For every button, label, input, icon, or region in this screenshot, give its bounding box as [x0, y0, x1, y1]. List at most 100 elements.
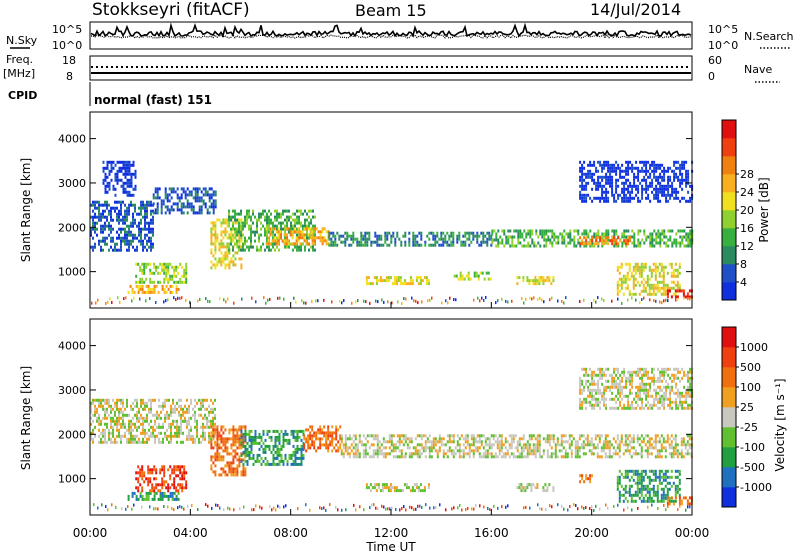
power-y-label: Slant Range [km]: [19, 158, 33, 262]
echo-region-4: [135, 262, 188, 284]
velocity-colorbar-tick-label-1: 500: [740, 361, 761, 374]
velocity-colorbar-tick-label-5: -100: [740, 441, 765, 454]
echo-region-5: [127, 491, 180, 501]
velocity-colorbar-tick-label-7: -1000: [740, 481, 772, 494]
echo-region-1: [210, 425, 247, 477]
velocity-y-label: Slant Range [km]: [19, 366, 33, 470]
freq-tick-bottom: 8: [66, 70, 73, 83]
near-range-echoes: [93, 503, 691, 512]
power-echoes: [90, 160, 694, 305]
velocity-colorbar-segment-5: [722, 387, 736, 408]
y-tick-label-4000: 4000: [58, 133, 86, 146]
velocity-colorbar-label: Velocity [m s⁻¹]: [773, 378, 787, 471]
power-colorbar-tick-label-3: 16: [740, 222, 754, 235]
echo-region-2: [102, 160, 137, 197]
cpid-value: normal (fast) 151: [94, 93, 212, 107]
power-colorbar-tick-label-6: 28: [740, 168, 754, 181]
echo-region-16: [666, 289, 693, 299]
velocity-y-axis: 1000 2000 3000 4000: [58, 340, 692, 486]
power-colorbar-tick-label-1: 8: [740, 258, 747, 271]
date-title: 14/Jul/2014: [590, 0, 681, 19]
x-tick-label-3: 12:00: [374, 526, 409, 540]
velocity-panel: 1000 2000 3000 4000 Slant Range [km] 1000 50…: [19, 302, 787, 554]
echo-region-9: [579, 474, 594, 484]
nave-tick-bottom: 0: [708, 70, 715, 83]
echo-region-12: [666, 496, 693, 506]
velocity-colorbar-tick-label-2: 100: [740, 381, 761, 394]
echo-region-3: [127, 284, 180, 294]
power-colorbar-label: Power [dB]: [757, 177, 771, 242]
velocity-echoes: [90, 367, 694, 512]
nsearch-tick-bottom: 10^0: [708, 39, 738, 52]
power-colorbar-segment-6: [722, 174, 736, 193]
x-tick-label-6: 00:00: [675, 526, 710, 540]
power-colorbar-tick-label-4: 20: [740, 204, 754, 217]
echo-region-0: [90, 200, 154, 252]
velocity-colorbar-segment-4: [722, 407, 736, 428]
station-title: Stokkseyri (fitACF): [92, 0, 250, 20]
power-y-axis: 1000 2000 3000 4000: [58, 133, 692, 279]
power-colorbar-segment-9: [722, 120, 736, 139]
velocity-colorbar-tick-label-6: -500: [740, 461, 765, 474]
echo-region-2: [240, 429, 305, 466]
power-colorbar-segment-5: [722, 192, 736, 211]
nsky-tick-top: 10^5: [52, 23, 82, 36]
power-colorbar-segment-1: [722, 264, 736, 283]
x-tick-label-2: 08:00: [273, 526, 308, 540]
y-tick-label-2000: 2000: [58, 428, 86, 441]
nsky-panel: N.Sky 10^5 10^0 10^5 10^0 N.Search: [6, 21, 794, 52]
nave-tick-top: 60: [708, 54, 722, 67]
power-colorbar-segment-2: [722, 246, 736, 265]
power-colorbar-segment-0: [722, 282, 736, 301]
power-colorbar-segment-7: [722, 156, 736, 175]
x-tick-label-4: 16:00: [474, 526, 509, 540]
echo-region-13: [516, 276, 555, 286]
nsky-tick-bottom: 10^0: [52, 39, 82, 52]
velocity-colorbar-segment-6: [722, 367, 736, 388]
echo-region-12: [579, 236, 632, 246]
nsky-label: N.Sky: [6, 34, 38, 47]
echo-region-8: [328, 231, 493, 247]
y-tick-label-3000: 3000: [58, 177, 86, 190]
cpid-label: CPID: [8, 89, 37, 102]
echo-region-9: [365, 276, 430, 286]
echo-region-14: [616, 262, 681, 296]
echo-region-3: [303, 425, 342, 453]
x-tick-label-5: 20:00: [574, 526, 609, 540]
nsky-trace: [90, 22, 692, 39]
nave-label: Nave: [744, 63, 772, 76]
y-tick-label-4000: 4000: [58, 340, 86, 353]
beam-title: Beam 15: [355, 1, 427, 20]
near-range-echoes: [91, 296, 691, 305]
echo-region-7: [365, 483, 430, 493]
echo-region-6: [135, 465, 188, 493]
nsearch-line: [91, 34, 692, 39]
power-colorbar-segment-4: [722, 210, 736, 229]
power-colorbar-segment-3: [722, 228, 736, 247]
velocity-colorbar-frame: [721, 326, 737, 508]
freq-panel: Freq. [MHz] 18 8 60 0 Nave: [3, 53, 780, 83]
power-colorbar-tick-label-5: 24: [740, 186, 754, 199]
velocity-colorbar-segment-7: [722, 347, 736, 368]
velocity-colorbar-segment-2: [722, 447, 736, 468]
y-tick-label-2000: 2000: [58, 221, 86, 234]
time-x-axis: 00:00 04:00 08:00 12:00 16:00 20:00 00:00: [73, 302, 710, 540]
velocity-colorbar-segment-8: [722, 327, 736, 348]
velocity-colorbar-tick-label-3: 25: [740, 401, 754, 414]
freq-label: Freq.: [6, 53, 33, 66]
echo-region-15: [579, 160, 694, 203]
echo-region-0: [90, 398, 216, 444]
freq-unit-label: [MHz]: [3, 67, 35, 80]
velocity-colorbar-segment-3: [722, 427, 736, 448]
freq-tick-top: 18: [62, 54, 76, 67]
velocity-colorbar-segment-1: [722, 467, 736, 488]
x-tick-label-0: 00:00: [73, 526, 108, 540]
velocity-colorbar-tick-label-4: -25: [740, 421, 758, 434]
power-panel: 1000 2000 3000 4000 Slant Range [km] 4 8 12 16…: [19, 111, 771, 309]
nsky-line: [90, 22, 692, 38]
echo-region-8: [516, 483, 555, 493]
power-colorbar-tick-label-2: 12: [740, 240, 754, 253]
velocity-colorbar: 1000 500 100 25 -25 -100 -500 -1000: [721, 326, 772, 508]
y-tick-label-1000: 1000: [58, 473, 86, 486]
